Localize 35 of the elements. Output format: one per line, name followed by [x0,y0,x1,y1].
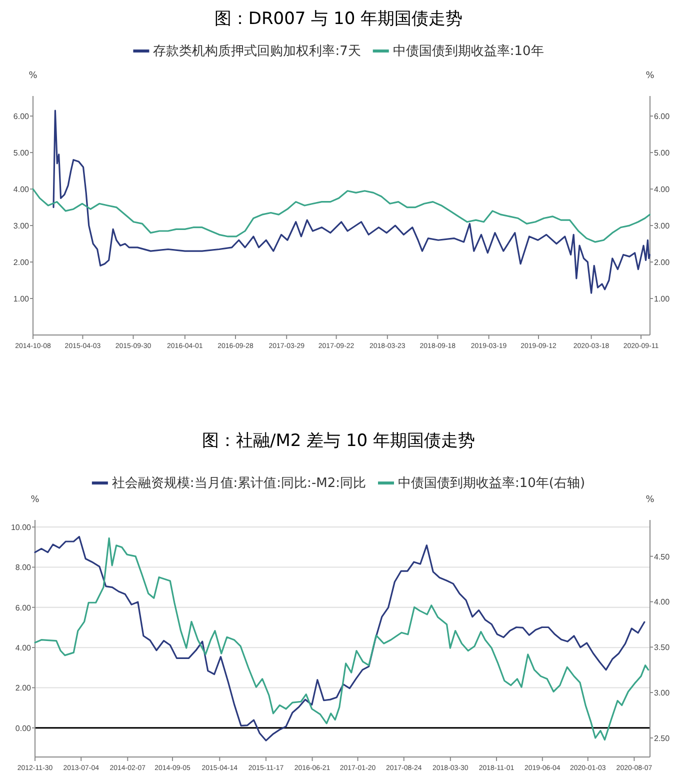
y-tick-label: 6.00 [15,603,32,612]
legend-label: 存款类机构质押式回购加权利率:7天 [153,43,361,59]
legend-label: 中债国债到期收益率:10年 [392,43,544,59]
y2-tick-label: 4.50 [654,552,670,562]
y2-tick-label: 4.00 [654,598,670,607]
line-series [32,188,651,243]
y-axis-title: % [30,495,40,505]
y2-tick-label: 2.00 [654,258,670,268]
chart-title: 图：社融/M2 差与 10 年期国债走势 [202,431,476,451]
y2-axis-title: % [646,495,655,505]
y-tick-label: 4.00 [13,185,30,194]
legend-label: 社会融资规模:当月值:累计值:同比:-M2:同比 [112,476,366,491]
y2-tick-label: 3.00 [654,688,670,698]
y-tick-label: 3.00 [13,222,30,231]
y-tick-label: 4.00 [15,644,32,653]
y-axis-title: % [28,71,38,81]
y-tick-label: 0.00 [15,724,32,733]
line-series [52,110,651,294]
y2-tick-label: 1.00 [654,294,670,304]
chart-title: 图：DR007 与 10 年期国债走势 [214,9,463,29]
y2-tick-label: 6.00 [654,112,670,122]
y-tick-label: 6.00 [13,112,30,122]
y2-tick-label: 2.50 [654,734,670,743]
y2-axis-title: % [646,71,655,81]
y-tick-label: 8.00 [15,563,32,572]
y-tick-label: 1.00 [13,294,30,304]
y2-tick-label: 3.00 [654,222,670,231]
y-tick-label: 5.00 [13,148,30,158]
y2-tick-label: 3.50 [654,643,670,652]
y-tick-label: 2.00 [15,684,32,693]
y2-tick-label: 5.00 [654,148,670,158]
y2-tick-label: 4.00 [654,185,670,194]
y-tick-label: 10.00 [10,523,32,532]
y-tick-label: 2.00 [13,258,30,268]
legend-label: 中债国债到期收益率:10年(右轴) [398,475,586,491]
